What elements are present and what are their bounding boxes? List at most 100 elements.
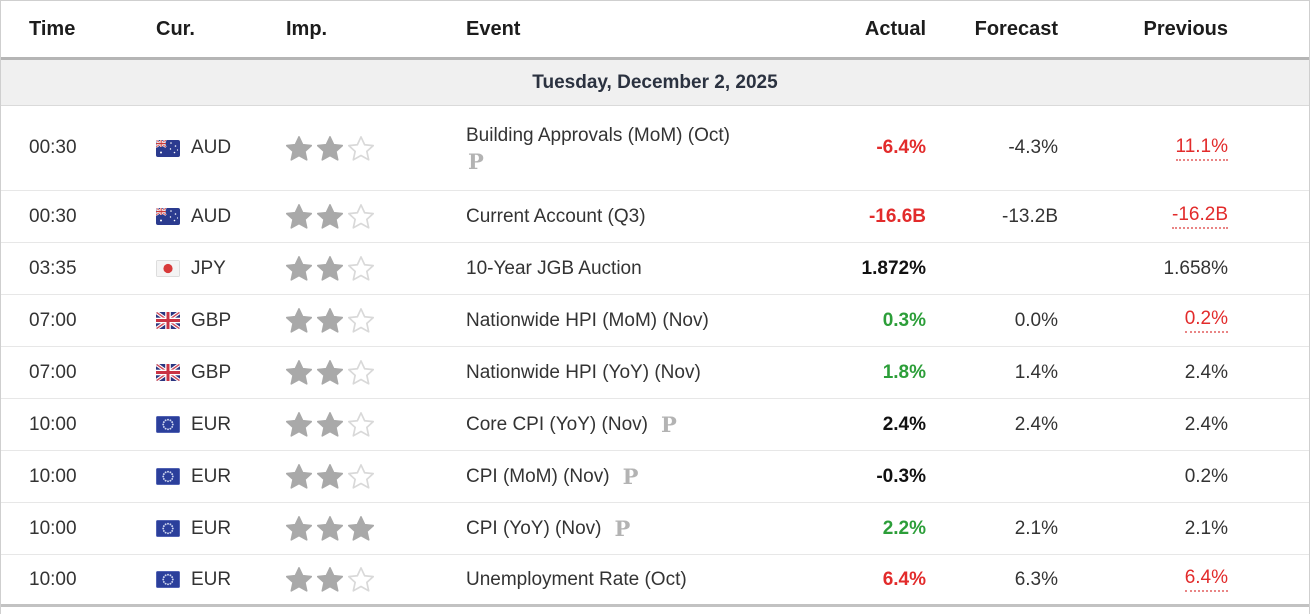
event-name-cell[interactable]: Unemployment Rate (Oct) — [441, 569, 796, 591]
table-row[interactable]: 10:00 EUR Unemployment Rate (Oct) 6.4% 6… — [1, 555, 1309, 607]
event-link[interactable]: Unemployment Rate (Oct) — [466, 568, 687, 590]
actual-value: 1.8% — [882, 361, 926, 383]
currency-code: GBP — [191, 309, 232, 331]
currency-code: AUD — [191, 137, 232, 158]
importance-stars — [266, 308, 441, 333]
event-name-cell[interactable]: Core CPI (YoY) (Nov) P — [441, 414, 796, 436]
event-time: 10:00 — [29, 517, 77, 539]
previous-revised-value[interactable]: 0.2% — [1184, 308, 1228, 333]
event-link[interactable]: CPI (MoM) (Nov) — [466, 465, 610, 487]
previous-value: 2.1% — [1058, 518, 1228, 540]
star-filled-icon — [317, 516, 343, 541]
currency-cell: AUD — [131, 137, 266, 159]
previous-value-text: 2.4% — [1184, 361, 1228, 383]
star-empty-icon — [348, 360, 374, 385]
preliminary-icon: P — [660, 412, 677, 437]
event-link[interactable]: Building Approvals (MoM) (Oct) — [466, 124, 730, 146]
preliminary-icon: P — [622, 464, 639, 489]
event-link[interactable]: Nationwide HPI (YoY) (Nov) — [466, 361, 701, 383]
previous-revised-value[interactable]: 11.1% — [1175, 136, 1228, 161]
star-empty-icon — [348, 308, 374, 333]
forecast-value: 6.3% — [1014, 568, 1058, 590]
star-filled-icon — [317, 412, 343, 437]
table-row[interactable]: 03:35 JPY 10-Year JGB Auction 1.872% 1.6… — [1, 243, 1309, 295]
currency-cell: EUR — [131, 466, 266, 488]
star-empty-icon — [348, 567, 374, 592]
column-header-currency: Cur. — [156, 17, 195, 40]
currency-code: GBP — [191, 361, 232, 383]
star-empty-icon — [348, 204, 374, 229]
previous-revised-value[interactable]: 6.4% — [1184, 567, 1228, 592]
previous-value: 2.4% — [1058, 362, 1228, 384]
eu-flag-icon — [156, 571, 180, 588]
event-time: 03:35 — [29, 257, 77, 279]
previous-revised-value[interactable]: -16.2B — [1172, 204, 1228, 229]
preliminary-icon: P — [468, 148, 484, 174]
actual-value: 2.4% — [882, 413, 926, 435]
event-time: 07:00 — [29, 361, 77, 383]
event-name-cell[interactable]: Building Approvals (MoM) (Oct) P — [441, 125, 796, 172]
previous-value: 11.1% — [1058, 136, 1228, 161]
previous-value-text: 2.1% — [1184, 517, 1228, 539]
star-filled-icon — [317, 204, 343, 229]
event-link[interactable]: Current Account (Q3) — [466, 205, 646, 227]
forecast-value: 1.4% — [1014, 361, 1058, 383]
table-row[interactable]: 10:00 EUR CPI (YoY) (Nov) P 2.2% 2.1% 2.… — [1, 503, 1309, 555]
previous-value: 0.2% — [1058, 308, 1228, 333]
star-empty-icon — [348, 464, 374, 489]
importance-stars — [266, 135, 441, 161]
star-filled-icon — [317, 464, 343, 489]
forecast-value: 2.1% — [1014, 517, 1058, 539]
star-filled-icon — [286, 204, 312, 229]
importance-stars — [266, 464, 441, 489]
event-time: 10:00 — [29, 568, 77, 590]
currency-code: EUR — [191, 465, 232, 487]
importance-stars — [266, 204, 441, 229]
event-name-cell[interactable]: 10-Year JGB Auction — [441, 258, 796, 280]
event-time: 07:00 — [29, 309, 77, 331]
forecast-value: 2.4% — [1014, 413, 1058, 435]
event-name-cell[interactable]: CPI (YoY) (Nov) P — [441, 518, 796, 540]
preliminary-icon: P — [614, 516, 631, 541]
table-row[interactable]: 00:30 AUD Current Account (Q3) -16.6B -1… — [1, 191, 1309, 243]
table-row[interactable]: 10:00 EUR CPI (MoM) (Nov) P -0.3% 0.2% — [1, 451, 1309, 503]
event-name-cell[interactable]: CPI (MoM) (Nov) P — [441, 466, 796, 488]
importance-stars — [266, 256, 441, 281]
importance-stars — [266, 360, 441, 385]
column-header-time: Time — [29, 17, 76, 40]
star-empty-icon — [348, 256, 374, 281]
event-name-cell[interactable]: Nationwide HPI (YoY) (Nov) — [441, 362, 796, 384]
previous-value: 2.4% — [1058, 414, 1228, 436]
star-filled-icon — [286, 516, 312, 541]
date-header: Tuesday, December 2, 2025 — [532, 71, 778, 93]
table-row[interactable]: 00:30 AUD Building Approvals (MoM) (Oct)… — [1, 106, 1309, 191]
currency-code: EUR — [191, 517, 232, 539]
table-row[interactable]: 10:00 EUR Core CPI (YoY) (Nov) P 2.4% 2.… — [1, 399, 1309, 451]
previous-value-text: 1.658% — [1163, 257, 1228, 279]
next-section-edge — [1, 607, 1309, 614]
currency-cell: GBP — [131, 362, 266, 384]
event-name-cell[interactable]: Current Account (Q3) — [441, 206, 796, 228]
event-link[interactable]: 10-Year JGB Auction — [466, 257, 642, 279]
previous-value-text: 2.4% — [1184, 413, 1228, 435]
actual-value: 0.3% — [882, 309, 926, 331]
event-time: 10:00 — [29, 465, 77, 487]
japan-flag-icon — [156, 260, 180, 277]
star-filled-icon — [286, 412, 312, 437]
event-link[interactable]: CPI (YoY) (Nov) — [466, 517, 602, 539]
forecast-value: 0.0% — [1014, 309, 1058, 331]
previous-value: 0.2% — [1058, 466, 1228, 488]
table-row[interactable]: 07:00 GBP Nationwide HPI (YoY) (Nov) 1.8… — [1, 347, 1309, 399]
event-name-cell[interactable]: Nationwide HPI (MoM) (Nov) — [441, 310, 796, 332]
previous-value: 6.4% — [1058, 567, 1228, 592]
event-time: 00:30 — [29, 205, 77, 227]
event-link[interactable]: Core CPI (YoY) (Nov) — [466, 413, 648, 435]
column-header-previous: Previous — [1143, 17, 1228, 40]
importance-stars — [266, 567, 441, 592]
currency-code: JPY — [191, 257, 226, 279]
star-empty-icon — [348, 412, 374, 437]
table-row[interactable]: 07:00 GBP Nationwide HPI (MoM) (Nov) 0.3… — [1, 295, 1309, 347]
actual-value: 6.4% — [882, 568, 926, 590]
actual-value: 2.2% — [882, 517, 926, 539]
event-link[interactable]: Nationwide HPI (MoM) (Nov) — [466, 309, 709, 331]
